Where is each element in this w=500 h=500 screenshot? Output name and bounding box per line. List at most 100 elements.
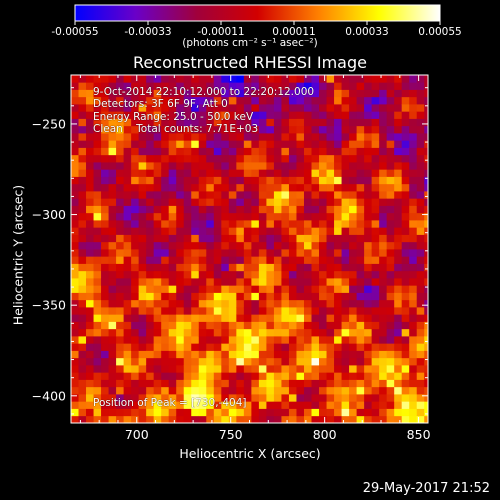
- heatmap-cell: [266, 154, 275, 163]
- heatmap-cell: [138, 415, 147, 423]
- heatmap-cell: [116, 328, 125, 337]
- heatmap-cell: [78, 111, 87, 119]
- heatmap-cell: [228, 183, 237, 192]
- heatmap-cell: [198, 328, 207, 337]
- heatmap-cell: [356, 75, 365, 83]
- heatmap-cell: [319, 191, 327, 199]
- heatmap-cell: [424, 183, 428, 192]
- heatmap-cell: [416, 176, 425, 185]
- heatmap-cell: [243, 154, 252, 163]
- heatmap-cell: [86, 82, 94, 90]
- heatmap-cell: [349, 336, 357, 344]
- heatmap-cell: [138, 350, 147, 359]
- heatmap-cell: [349, 82, 357, 90]
- heatmap-cell: [266, 278, 275, 286]
- heatmap-cell: [394, 169, 403, 177]
- heatmap-cell: [379, 350, 388, 359]
- heatmap-cell: [101, 379, 109, 388]
- heatmap-cell: [356, 321, 365, 330]
- heatmap-cell: [251, 299, 260, 308]
- heatmap-cell: [319, 285, 327, 293]
- heatmap-cell: [281, 343, 290, 351]
- heatmap-cell: [183, 183, 192, 192]
- heatmap-cell: [341, 372, 350, 380]
- heatmap-cell: [311, 191, 320, 199]
- heatmap-cell: [394, 111, 403, 119]
- heatmap-cell: [86, 263, 94, 272]
- heatmap-cell: [183, 154, 192, 163]
- heatmap-cell: [416, 227, 425, 235]
- heatmap-cell: [401, 191, 410, 199]
- heatmap-cell: [228, 82, 237, 90]
- heatmap-cell: [228, 169, 237, 177]
- heatmap-cell: [191, 285, 200, 293]
- colorbar-tick-label: -0.00033: [124, 26, 171, 38]
- heatmap-cell: [416, 212, 425, 221]
- heatmap-cell: [266, 227, 275, 235]
- heatmap-cell: [168, 408, 177, 417]
- heatmap-cell: [326, 278, 335, 286]
- heatmap-cell: [303, 299, 312, 308]
- heatmap-cell: [78, 299, 87, 308]
- heatmap-cell: [123, 365, 132, 373]
- heatmap-cell: [206, 328, 215, 337]
- heatmap-cell: [146, 169, 155, 177]
- heatmap-cell: [379, 147, 388, 156]
- heatmap-cell: [168, 285, 177, 293]
- heatmap-cell: [258, 394, 267, 402]
- heatmap-cell: [206, 365, 215, 373]
- heatmap-cell: [108, 314, 117, 322]
- heatmap-cell: [424, 104, 428, 112]
- heatmap-cell: [168, 386, 177, 395]
- heatmap-cell: [101, 328, 109, 337]
- heatmap-cell: [198, 343, 207, 351]
- heatmap-cell: [86, 285, 94, 293]
- x-tick-label: 700: [125, 427, 149, 442]
- heatmap-cell: [183, 82, 192, 90]
- heatmap-cell: [258, 321, 267, 330]
- heatmap-cell: [334, 191, 342, 199]
- heatmap-cell: [334, 386, 342, 395]
- heatmap-cell: [409, 328, 418, 337]
- heatmap-cell: [258, 365, 267, 373]
- heatmap-cell: [341, 263, 350, 272]
- heatmap-cell: [153, 220, 162, 228]
- heatmap-cell: [341, 227, 350, 235]
- heatmap-cell: [251, 111, 260, 119]
- heatmap-cell: [198, 183, 207, 192]
- heatmap-cell: [191, 75, 200, 83]
- heatmap-cell: [138, 256, 147, 264]
- heatmap-cell: [356, 140, 365, 148]
- heatmap-cell: [153, 205, 162, 214]
- heatmap-cell: [243, 328, 252, 337]
- heatmap-cell: [146, 379, 155, 388]
- heatmap-cell: [183, 307, 192, 315]
- heatmap-cell: [138, 394, 147, 402]
- heatmap-cell: [311, 401, 320, 409]
- heatmap-cell: [401, 328, 410, 337]
- heatmap-cell: [409, 212, 418, 221]
- heatmap-cell: [364, 234, 373, 243]
- heatmap-cell: [131, 328, 140, 337]
- heatmap-cell: [101, 365, 109, 373]
- heatmap-cell: [319, 104, 327, 112]
- heatmap-cell: [251, 270, 260, 279]
- heatmap-cell: [288, 249, 297, 257]
- heatmap-cell: [424, 350, 428, 359]
- heatmap-cell: [303, 256, 312, 264]
- heatmap-cell: [101, 133, 109, 141]
- heatmap-cell: [168, 350, 177, 359]
- heatmap-cell: [206, 140, 215, 148]
- heatmap-cell: [78, 285, 87, 293]
- heatmap-cell: [341, 307, 350, 315]
- heatmap-cell: [243, 343, 252, 351]
- heatmap-cell: [71, 140, 79, 148]
- heatmap-cell: [108, 133, 117, 141]
- heatmap-cell: [394, 270, 403, 279]
- heatmap-cell: [334, 241, 342, 250]
- heatmap-cell: [131, 408, 140, 417]
- heatmap-cell: [71, 133, 79, 141]
- heatmap-cell: [394, 176, 403, 185]
- heatmap-cell: [213, 350, 222, 359]
- heatmap-cell: [371, 336, 380, 344]
